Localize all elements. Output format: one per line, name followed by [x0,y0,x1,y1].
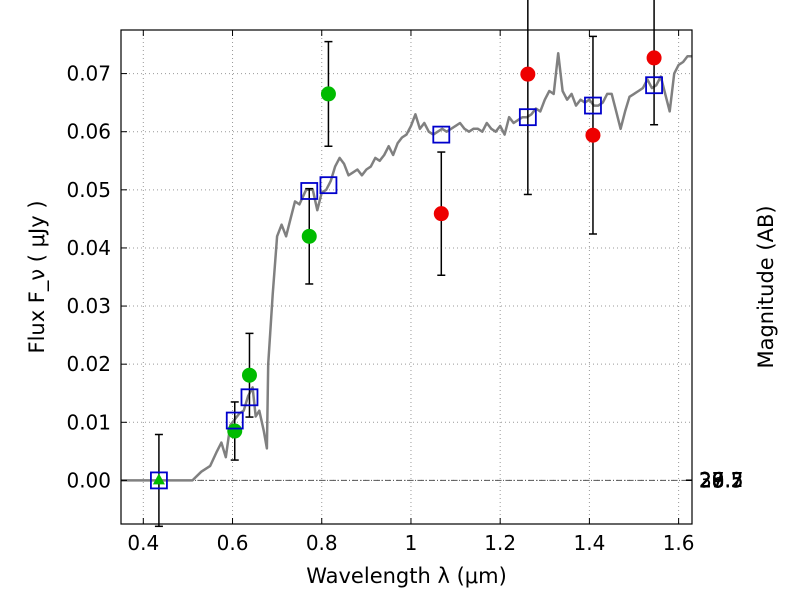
x-tick-label: 1.6 [663,531,695,555]
y-tick-label: 0.06 [66,120,111,144]
y-tick-label: 0.07 [66,62,111,86]
x-axis-label: Wavelength λ (μm) [306,564,507,588]
model-point [300,182,319,200]
y-tick-labels: 0.00 0.01 0.02 0.03 0.04 0.05 0.06 0.07 [66,62,111,493]
observed-point [241,367,257,383]
model-point [225,411,244,430]
observed-point [320,86,336,102]
model-point [645,76,663,95]
observed-point [301,228,317,244]
model-point [584,96,602,115]
plot-frame [120,29,693,525]
model-point [432,125,451,144]
x-tick-label: 0.8 [306,531,338,555]
magnitude-tick-label: 26.7 [699,468,744,492]
x-tick-label: 1 [405,531,418,555]
x-tick-label: 0.4 [127,531,159,555]
magnitude-tick-label: 27.2 [699,468,744,492]
observed-point [520,66,536,82]
model-point [150,471,168,490]
x-tick-labels: 0.4 0.6 0.8 1 1.2 1.4 1.6 [127,531,694,555]
magnitude-tick-label: 27 [699,468,724,492]
observed-point-triangle [152,473,165,485]
observed-point [646,50,662,66]
x-tick-label: 1.4 [573,531,605,555]
observed-point [585,127,601,143]
model-point [240,388,259,407]
tick-marks [121,30,692,524]
magnitude-tick-label: 28.5 [699,468,744,492]
magnitude-tick-label: 29 [699,468,724,492]
magnitude-tick-label: 30 [699,468,724,492]
x-tick-label: 1.2 [484,531,516,555]
magnitude-tick-label: 28 [699,468,724,492]
y-tick-label: 0.00 [66,468,111,492]
right-axis-label: Magnitude (AB) [754,205,778,368]
y-tick-label: 0.01 [66,410,111,434]
spectrum-line [121,51,692,482]
plot-area [121,0,692,528]
y-axis-label: Flux F_ν ( μJy ) [25,200,50,353]
y-tick-label: 0.03 [66,294,111,318]
y-tick-label: 0.05 [66,178,111,202]
observed-point [227,423,243,439]
model-point [518,108,537,127]
y-tick-label: 0.02 [66,352,111,376]
magnitude-tick-label: 27.5 [699,468,744,492]
y-tick-label: 0.04 [66,236,111,260]
model-point [319,176,338,195]
observed-point [433,206,449,222]
x-tick-label: 0.6 [217,531,249,555]
